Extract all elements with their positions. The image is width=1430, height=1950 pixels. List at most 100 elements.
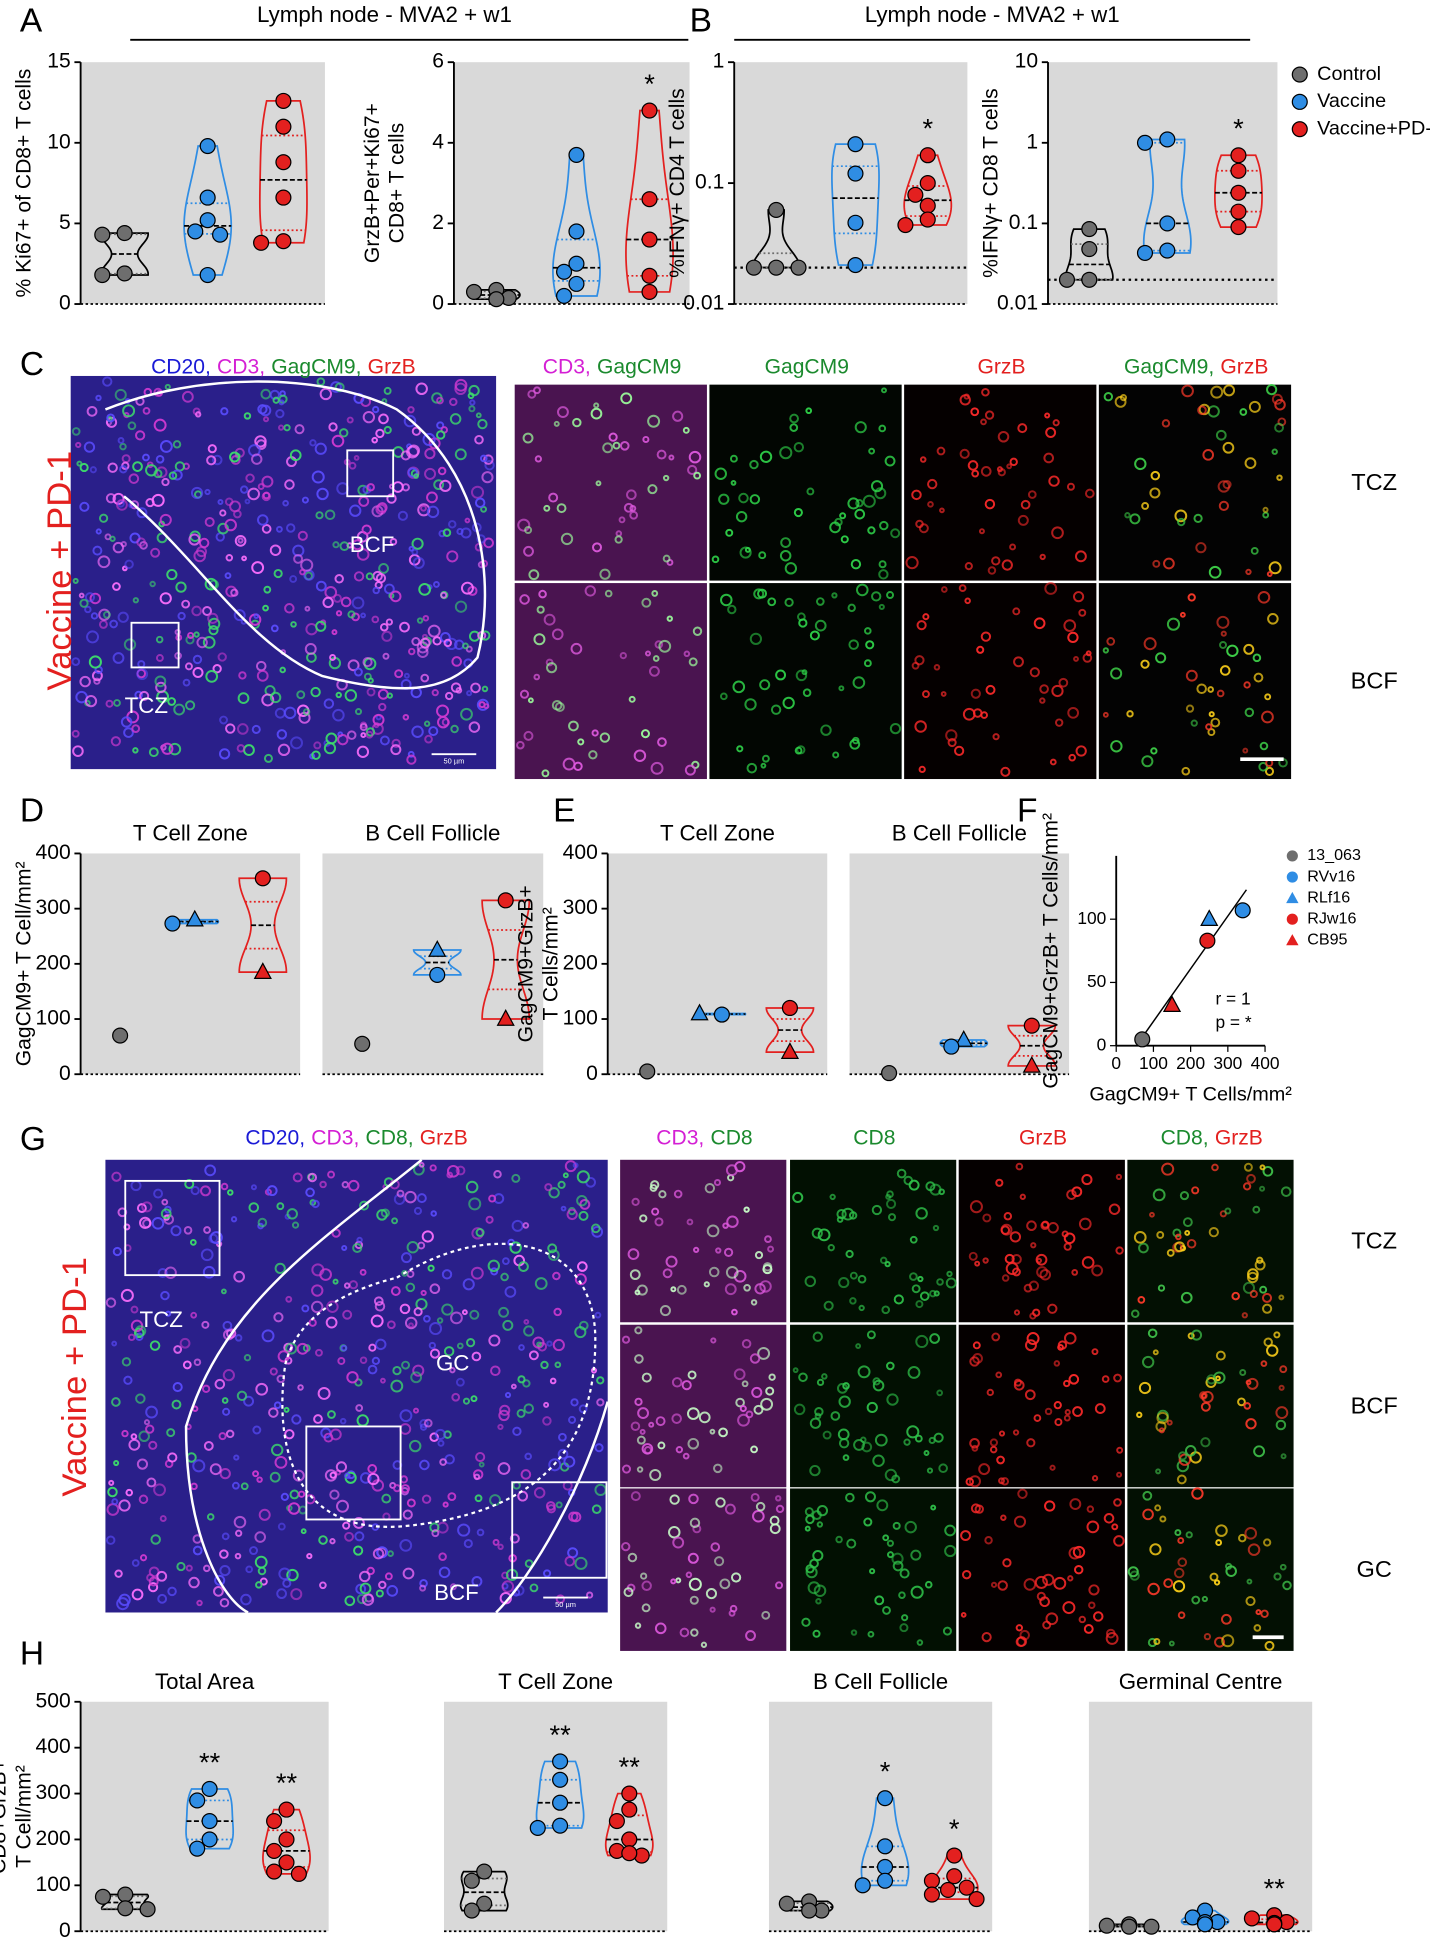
cell <box>1075 745 1087 757</box>
cell <box>862 494 876 508</box>
data-point <box>1266 1916 1283 1933</box>
cell <box>449 397 458 407</box>
micrograph <box>790 1159 957 1323</box>
data-point <box>639 1063 656 1080</box>
data-point <box>1159 215 1176 232</box>
cell <box>1156 1411 1169 1425</box>
cell <box>1238 1533 1247 1543</box>
cell <box>863 659 872 668</box>
cell <box>351 596 365 610</box>
cell <box>342 1309 353 1320</box>
cell <box>436 396 444 405</box>
cell <box>1152 1188 1166 1202</box>
cell <box>212 664 222 674</box>
cell <box>390 744 402 756</box>
data-point <box>876 1872 894 1889</box>
data-point <box>876 1858 894 1876</box>
cell <box>738 492 749 504</box>
cell <box>1253 672 1264 683</box>
cell <box>249 1546 259 1556</box>
cell <box>182 1360 192 1370</box>
cell <box>386 1585 399 1597</box>
cell <box>1036 1266 1049 1279</box>
cell <box>209 1463 222 1476</box>
cell <box>1185 704 1195 713</box>
cell <box>1002 1558 1012 1568</box>
cell <box>268 1407 279 1418</box>
cell <box>79 598 89 608</box>
cell <box>811 1227 823 1239</box>
data-point <box>529 1819 546 1837</box>
cell <box>1140 659 1150 669</box>
stain-word: GagCM9, <box>1124 355 1214 378</box>
cell <box>767 597 777 607</box>
cell <box>386 1320 396 1330</box>
cell <box>359 1200 370 1211</box>
cell <box>315 620 327 632</box>
cell <box>590 1223 601 1234</box>
cell <box>911 1284 921 1294</box>
cell <box>684 764 696 776</box>
cell <box>1133 1230 1147 1244</box>
side-label: Vaccine + PD-1 <box>56 1257 94 1497</box>
cell <box>1017 423 1028 434</box>
data-point <box>847 136 864 153</box>
cell <box>1091 1348 1099 1356</box>
cell <box>1078 1615 1087 1624</box>
plot-background <box>849 853 1070 1075</box>
cell <box>1019 1629 1030 1641</box>
cell <box>258 1508 271 1521</box>
cell <box>318 1535 328 1545</box>
cell <box>120 540 127 548</box>
cell <box>284 1429 295 1440</box>
cell <box>239 485 249 494</box>
cell <box>845 1249 854 1259</box>
cell <box>838 1276 850 1289</box>
cell <box>114 388 127 401</box>
data-point <box>556 263 573 280</box>
cell <box>451 656 463 667</box>
cell <box>1115 1173 1123 1180</box>
stain-label: CD3, CD8 <box>656 1126 752 1149</box>
micrograph <box>70 375 497 770</box>
y-tick-label: 50 <box>1087 971 1106 991</box>
cell <box>193 1358 202 1366</box>
cell <box>534 455 543 463</box>
cell <box>1247 1543 1261 1556</box>
cell <box>490 1365 501 1377</box>
cell <box>1174 1529 1182 1537</box>
cell <box>462 1278 475 1291</box>
data-point <box>1199 932 1216 949</box>
cell <box>730 480 737 486</box>
data-point <box>463 1872 480 1889</box>
cell <box>634 1326 643 1335</box>
data-point <box>1098 1917 1115 1934</box>
cell <box>1113 1535 1125 1547</box>
cell <box>484 460 495 471</box>
cell <box>131 724 141 733</box>
cell <box>519 594 530 605</box>
cell <box>758 551 767 560</box>
data-point <box>1234 902 1251 919</box>
y-tick-label: 0.01 <box>683 292 724 315</box>
cell <box>118 1499 131 1512</box>
chart-title: B Cell Follicle <box>892 821 1027 846</box>
cell <box>817 1228 831 1242</box>
cell <box>252 1425 262 1435</box>
cell <box>985 684 996 695</box>
cell <box>79 501 90 512</box>
cell <box>193 549 207 563</box>
cell <box>371 615 380 624</box>
cell <box>850 559 862 570</box>
cell <box>713 1178 722 1187</box>
cell <box>812 1629 821 1638</box>
cell <box>466 690 473 697</box>
cell <box>219 1597 230 1608</box>
cell <box>903 1438 911 1446</box>
cell <box>441 1269 453 1280</box>
cell <box>634 1397 643 1406</box>
cell <box>305 1187 315 1198</box>
cell <box>857 1365 871 1379</box>
data-point <box>690 1003 709 1021</box>
cell <box>410 1371 423 1384</box>
